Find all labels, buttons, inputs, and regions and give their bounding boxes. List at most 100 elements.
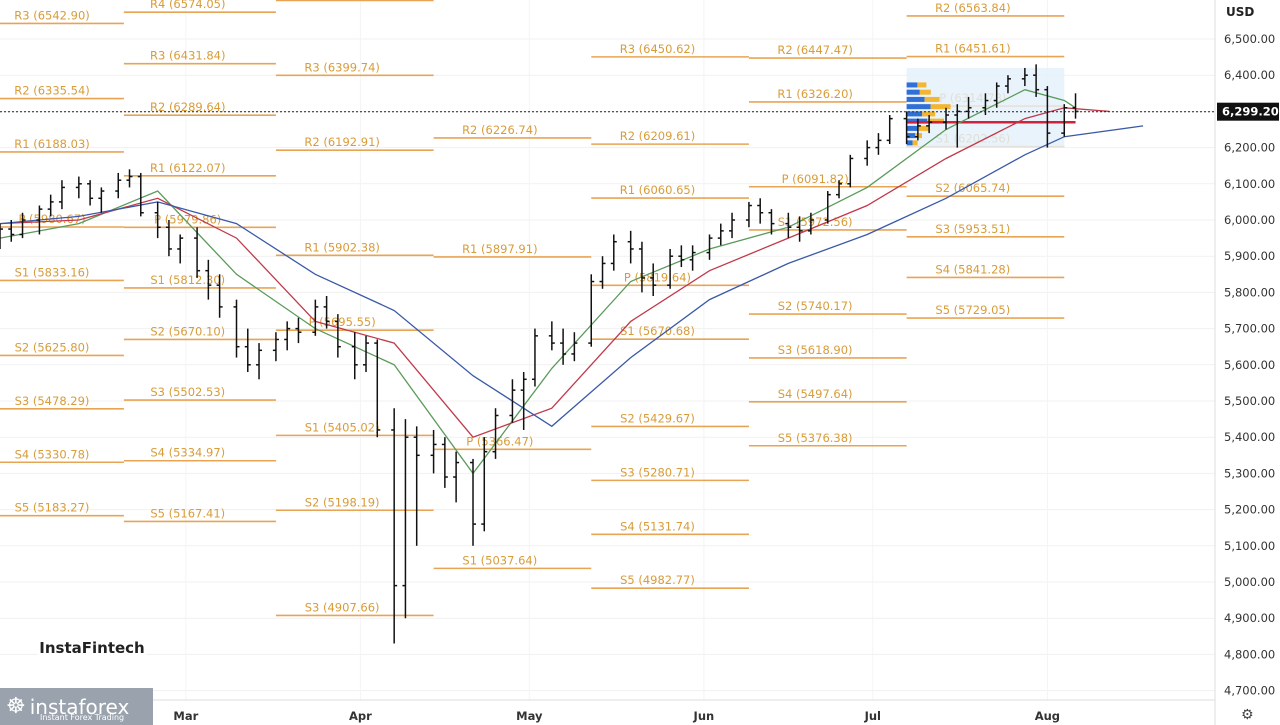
ohlc-bar (492, 408, 499, 459)
pivot-label: R4 (6574.05) (150, 0, 226, 11)
ohlc-bar (807, 212, 814, 235)
ohlc-bar (165, 220, 172, 257)
grid (0, 0, 1215, 700)
ohlc-bar (571, 332, 578, 362)
ohlc-bar (1061, 104, 1068, 137)
pivot-label: S3 (5280.71) (620, 465, 695, 479)
pivot-label: S3 (5478.29) (15, 394, 90, 408)
ohlc-bar (509, 379, 516, 423)
ohlc-bar (610, 234, 617, 271)
pivot-label: S5 (5376.38) (778, 431, 853, 445)
pivot-label: R1 (5902.38) (304, 240, 380, 254)
ohlc-bar (678, 245, 685, 268)
pivot-label: S2 (5670.10) (150, 324, 225, 338)
y-tick-label: 4,700.00 (1224, 684, 1275, 698)
ohlc-bar (627, 230, 634, 264)
profile-bar-right (922, 111, 936, 117)
last-price-label: 6,299.20 (1222, 105, 1279, 119)
ohlc-bar (272, 332, 279, 362)
profile-bar-left (906, 125, 919, 131)
ohlc-bar (216, 274, 223, 318)
y-tick-label: 5,900.00 (1224, 249, 1275, 263)
profile-bar-left (906, 111, 923, 117)
pivot-label: R1 (6326.20) (777, 87, 853, 101)
ohlc-bar (441, 437, 448, 488)
ohlc-bar (312, 299, 319, 336)
pivot-label: S5 (4982.77) (620, 573, 695, 587)
ohlc-bar (588, 274, 595, 347)
y-tick-label: 5,000.00 (1224, 575, 1275, 589)
ohlc-bar (914, 118, 921, 141)
pivot-label: P (5695.55) (309, 315, 376, 329)
ma-line-2 (0, 125, 1144, 428)
ohlc-bar (757, 198, 764, 224)
x-tick-label: Mar (173, 709, 198, 723)
ohlc-bar (638, 241, 645, 293)
pivot-label: S1 (5405.02) (305, 420, 380, 434)
pivot-label: P (5366.47) (466, 434, 533, 448)
pivot-label: S4 (5497.64) (778, 387, 853, 401)
y-tick-label: 6,200.00 (1224, 141, 1275, 155)
ohlc-bar (115, 172, 122, 199)
pivot-label: S1 (5833.16) (15, 265, 90, 279)
y-tick-label: 5,500.00 (1224, 394, 1275, 408)
profile-bar-left (906, 96, 925, 102)
ohlc-bar (824, 191, 831, 224)
pivot-label: S2 (5429.67) (620, 411, 695, 425)
ohlc-bar (993, 82, 1000, 108)
ohlc-bar (943, 107, 950, 130)
gear-icon[interactable]: ⚙ (1241, 707, 1254, 723)
brand-watermark: InstaFintech (38, 630, 146, 666)
y-tick-label: 6,100.00 (1224, 177, 1275, 191)
pivot-label: S3 (5618.90) (778, 343, 853, 357)
x-tick-label: May (516, 709, 543, 723)
ohlc-bar (886, 115, 893, 144)
profile-bar-left (906, 133, 916, 139)
pivot-label: S5 (5729.05) (935, 303, 1010, 317)
ohlc-bar (36, 205, 43, 235)
x-tick-label: Jul (864, 709, 881, 723)
ohlc-bar (98, 187, 105, 213)
ohlc-bar (154, 201, 161, 239)
pivot-label: S1 (5037.64) (462, 553, 537, 567)
pivot-label: P (5979.86) (154, 212, 221, 226)
ohlc-bar (785, 212, 792, 239)
profile-bar-right (917, 82, 927, 88)
ohlc-bar (599, 256, 606, 289)
price-bars (0, 64, 1079, 644)
pivot-levels: R3 (6542.90) R2 (6335.54) R1 (6188.03) P (5… (0, 0, 1065, 617)
pivot-label: P (5819.64) (624, 270, 691, 284)
ohlc-bar (453, 451, 460, 503)
y-tick-label: 5,600.00 (1224, 358, 1275, 372)
currency-label[interactable]: USD (1226, 5, 1255, 19)
ohlc-bar (295, 317, 302, 344)
ohlc-bar (0, 223, 3, 249)
pivot-label: S5 (5183.27) (15, 501, 90, 515)
pivot-label: R1 (6122.07) (150, 161, 226, 175)
instaforex-logo: ☸ instaforex Instant Forex Trading (0, 688, 153, 725)
profile-bar-right (924, 96, 940, 102)
pivot-label: S5 (5167.41) (150, 506, 225, 520)
pivot-label: S1 (5972.56) (778, 215, 853, 229)
ohlc-bar (351, 332, 358, 380)
ohlc-bar (284, 321, 291, 351)
ohlc-bar (363, 335, 370, 373)
y-tick-label: 5,200.00 (1224, 503, 1275, 517)
ohlc-bar (548, 321, 555, 351)
logo-word: instaforex (29, 694, 130, 719)
pivot-label: S4 (5330.78) (15, 447, 90, 461)
ohlc-bar (836, 180, 843, 199)
pivot-label: R1 (6060.65) (620, 183, 696, 197)
ohlc-bar (864, 140, 871, 166)
y-tick-label: 4,900.00 (1224, 611, 1275, 625)
ohlc-bar (391, 408, 398, 644)
y-tick-label: 5,300.00 (1224, 466, 1275, 480)
ohlc-bar (75, 176, 82, 199)
y-tick-label: 6,500.00 (1224, 32, 1275, 46)
pivot-label: S3 (4907.66) (305, 600, 380, 614)
ohlc-bar (926, 115, 933, 134)
pivot-label: R3 (6542.90) (14, 8, 90, 22)
ohlc-bar (847, 154, 854, 188)
ohlc-bar (244, 328, 251, 373)
